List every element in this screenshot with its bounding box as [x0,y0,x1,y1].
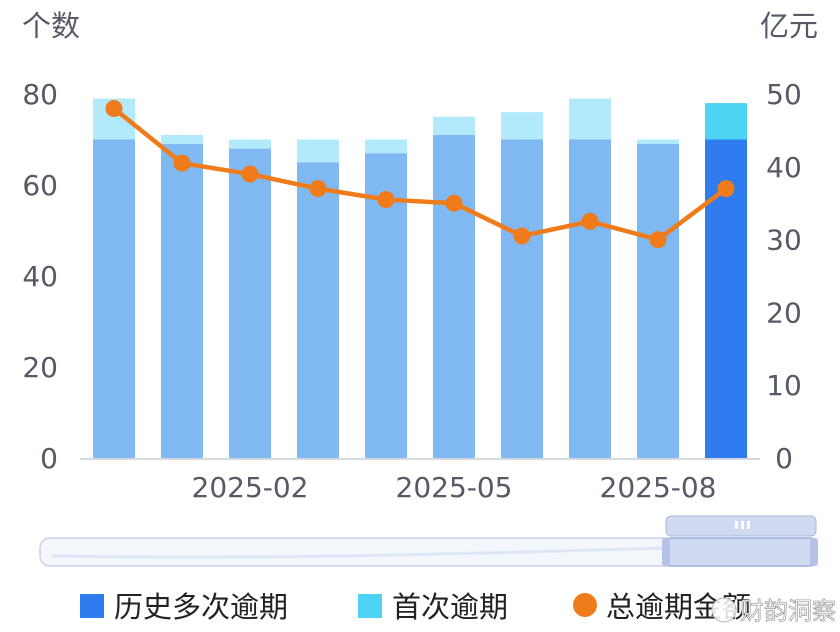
left-axis-title: 个数 [22,9,80,43]
amount-series-line [112,106,728,242]
amount-point-2025-07 [581,212,599,230]
bar-history-2025-07 [569,139,611,458]
watermark-text: 财韵洞察 [740,597,836,625]
x-tick-label: 2025-08 [600,471,717,504]
slider-preview [51,546,667,559]
left-tick-label: 40 [22,260,58,293]
slider-grip [741,521,744,529]
axes: 个数 亿元 0 20 40 60 80 0 10 20 30 40 50 2025-02 2025-05 20… [22,9,818,504]
right-tick-label: 40 [766,151,802,184]
right-tick-label: 10 [766,369,802,402]
amount-line [105,100,735,249]
amount-point-2025-04 [377,191,395,209]
watermark: 财韵洞察 [711,597,836,625]
legend-marker-2 [573,593,597,617]
right-tick-label: 50 [766,78,802,111]
left-tick-label: 80 [22,78,58,111]
slider-handle-left [662,538,670,566]
watermark-logo [711,597,737,623]
bar-history-2025-03 [297,162,339,458]
slider-handle-right [810,538,818,566]
legend-label-0: 历史多次逾期 [114,590,288,624]
amount-point-2025-09 [717,180,735,198]
left-tick-label: 20 [22,351,58,384]
bar-first-2025-09 [705,103,747,140]
left-tick-label: 60 [22,169,58,202]
x-tick-label: 2025-05 [396,471,513,504]
bar-first-2025-04 [365,139,407,154]
bar-history-2024-12 [93,139,135,458]
legend-label-1: 首次逾期 [392,590,508,624]
bar-first-2025-01 [161,134,203,145]
amount-point-2025-02 [241,165,259,183]
amount-point-2024-12 [105,100,123,118]
bar-history-2025-08 [637,144,679,459]
legend: 历史多次逾期 首次逾期 总逾期金额 [80,590,751,624]
right-tick-label: 30 [766,224,802,257]
left-tick-label: 0 [40,442,58,475]
slider-grip [735,521,738,529]
bar-first-2025-05 [433,116,475,135]
slider-grip [747,521,750,529]
right-axis-title: 亿元 [760,9,818,43]
amount-point-2025-08 [649,231,667,249]
right-tick-label: 0 [775,442,793,475]
bar-first-2025-07 [569,98,611,140]
amount-point-2025-06 [513,227,531,245]
amount-point-2025-05 [445,194,463,212]
bar-history-2025-01 [161,144,203,459]
bar-history-2025-05 [433,134,475,458]
zoom-slider[interactable] [39,515,818,567]
x-tick-label: 2025-02 [192,471,309,504]
amount-point-2025-01 [173,154,191,172]
bar-first-2025-06 [501,112,543,140]
bar-history-2025-06 [501,139,543,458]
bars [93,98,747,459]
legend-marker-0 [80,594,104,618]
bar-first-2025-02 [229,139,271,149]
legend-marker-1 [358,594,382,618]
bar-history-2025-02 [229,148,271,458]
right-tick-label: 20 [766,296,802,329]
bar-first-2025-08 [637,139,679,145]
bar-first-2025-03 [297,139,339,163]
slider-window [665,537,817,567]
amount-point-2025-03 [309,180,327,198]
